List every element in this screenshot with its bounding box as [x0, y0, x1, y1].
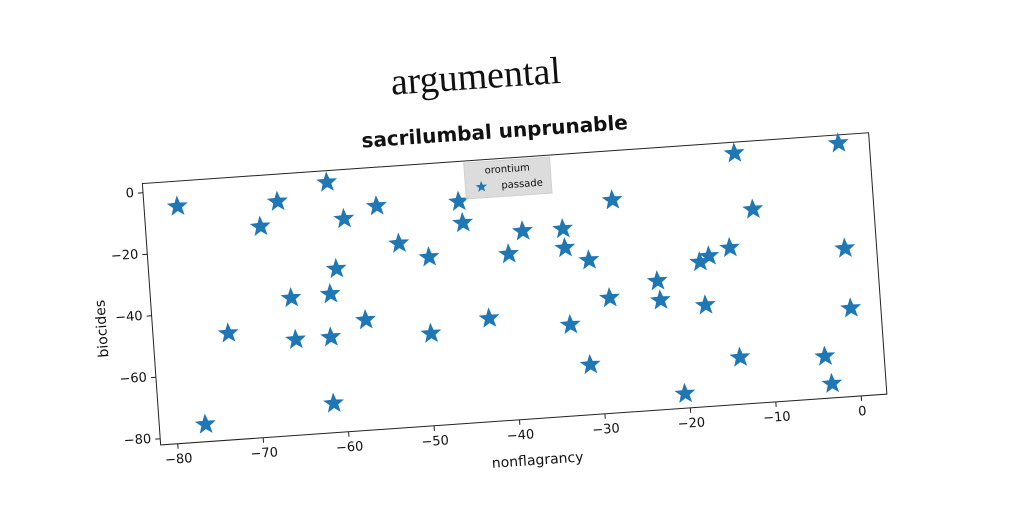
point — [579, 353, 601, 375]
point — [729, 346, 751, 367]
point — [689, 250, 711, 272]
point — [217, 322, 239, 343]
x-tick-label: −60 — [336, 439, 364, 456]
point — [448, 190, 469, 211]
point — [325, 257, 347, 279]
point — [840, 297, 862, 318]
point — [420, 322, 442, 343]
point — [323, 392, 344, 413]
point — [601, 189, 623, 210]
point — [355, 309, 376, 330]
point — [559, 313, 581, 335]
y-tick-label: −80 — [123, 432, 151, 449]
x-tick-label: −20 — [677, 415, 705, 432]
point — [452, 211, 474, 233]
legend-marker — [475, 180, 487, 193]
point — [694, 294, 716, 315]
point — [478, 307, 500, 328]
point — [319, 283, 341, 304]
point — [320, 326, 342, 347]
point — [821, 372, 843, 394]
point — [649, 289, 671, 310]
point — [599, 286, 620, 308]
x-axis-label: nonflagrancy — [491, 449, 584, 471]
point — [498, 243, 519, 264]
y-tick-label: −20 — [110, 247, 138, 264]
point — [698, 245, 720, 266]
point — [814, 345, 836, 366]
point — [742, 198, 764, 219]
x-tick-label: −70 — [250, 445, 278, 462]
point — [723, 142, 745, 163]
point — [834, 237, 856, 258]
point — [388, 232, 410, 253]
chart-body: argumental sacrilumbal unprunable nonfla… — [92, 50, 888, 472]
x-tick-label: 0 — [858, 404, 867, 420]
chart-title: sacrilumbal unprunable — [361, 110, 629, 153]
point — [554, 236, 576, 258]
point — [166, 195, 188, 216]
point — [316, 171, 338, 192]
legend-box — [463, 156, 553, 200]
plot-frame — [141, 132, 888, 446]
point — [511, 220, 533, 241]
y-tick-label: −40 — [115, 309, 143, 326]
x-tick-label: −10 — [763, 409, 791, 426]
point — [333, 207, 355, 229]
x-tick-label: −50 — [421, 433, 449, 450]
point — [827, 132, 849, 153]
y-axis-label: biocides — [92, 299, 112, 358]
legend-label: passade — [501, 178, 543, 192]
point — [578, 249, 600, 270]
x-tick-label: −30 — [592, 421, 620, 438]
point — [719, 236, 741, 258]
y-tick-label: 0 — [125, 186, 134, 202]
point — [285, 328, 306, 349]
legend-title: orontium — [484, 162, 530, 176]
point — [418, 246, 440, 267]
suptitle: argumental — [389, 50, 562, 104]
point — [280, 286, 302, 308]
point — [646, 270, 668, 291]
point — [552, 217, 573, 239]
point — [249, 215, 271, 236]
x-tick-label: −40 — [506, 427, 534, 444]
point — [194, 413, 216, 434]
x-tick-label: −80 — [165, 451, 193, 468]
point — [674, 382, 696, 404]
point — [365, 195, 387, 216]
y-tick-label: −60 — [119, 370, 147, 387]
point — [266, 190, 288, 211]
